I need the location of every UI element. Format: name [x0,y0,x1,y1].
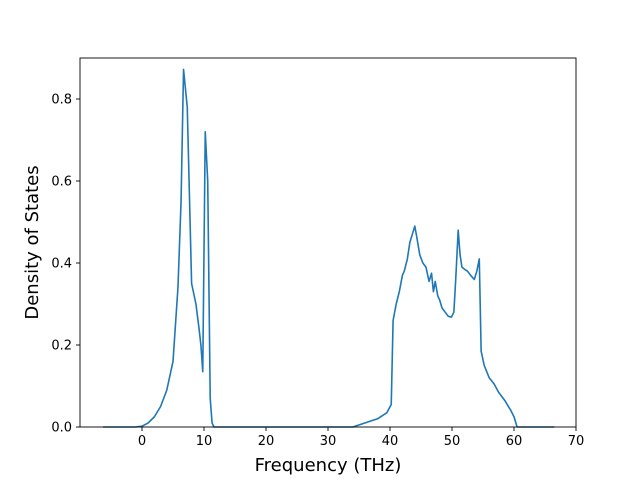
x-tick-label: 60 [506,434,523,449]
x-tick-label: 20 [258,434,275,449]
plot-area [80,58,576,427]
x-axis-label: Frequency (THz) [255,455,402,476]
x-tick-label: 40 [382,434,399,449]
plot-frame [79,57,577,428]
x-tick-label: 70 [568,434,585,449]
y-tick-label: 0.4 [51,257,72,272]
x-tick-label: 30 [320,434,337,449]
y-tick-label: 0.6 [51,175,72,190]
dos-series-line [102,68,555,428]
y-tick-label: 0.2 [51,339,72,354]
y-axis-label: Density of States [22,165,43,319]
ticks: 0 10 20 30 40 50 60 70 0.0 0.2 0.4 0.6 0.8 [51,93,584,450]
y-tick-label: 0.0 [51,421,72,436]
x-tick-label: 50 [444,434,461,449]
x-tick-label: 10 [196,434,213,449]
y-tick-label: 0.8 [51,93,72,108]
x-tick-label: 0 [138,434,146,449]
